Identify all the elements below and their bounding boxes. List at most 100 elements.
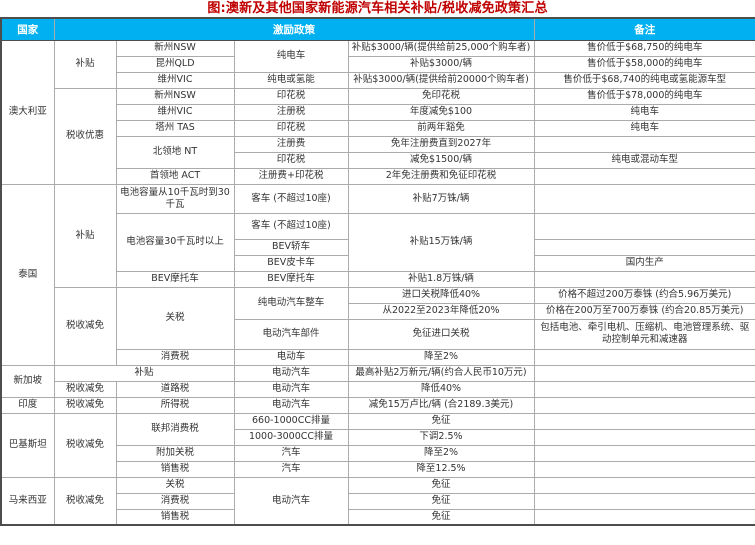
table-cell: 价格不超过200万泰铢 (约合5.96万美元) xyxy=(533,286,755,304)
table-cell: 客车 (不超过10座) xyxy=(233,212,349,240)
table-cell: 纯电或混动车型 xyxy=(533,151,755,169)
table-cell: 税收减免 xyxy=(53,396,117,414)
table-cell: 关税 xyxy=(115,476,235,494)
country-cell: 澳大利亚 xyxy=(0,39,55,185)
table-cell: 附加关税 xyxy=(115,444,235,462)
table-cell: 新州NSW xyxy=(115,87,235,105)
table-cell: 注册费+印花税 xyxy=(233,167,349,185)
table-cell: 免征 xyxy=(347,476,535,494)
table-cell: 减免$1500/辆 xyxy=(347,151,535,169)
table-cell: 国内生产 xyxy=(533,254,755,272)
table-row: 电池容量30千瓦时以上 客车 (不超过10座) 补贴15万铢/辆 xyxy=(1,212,755,272)
table-cell xyxy=(533,183,755,214)
table-row: 税收减免 关税 纯电动汽车整车 进口关税降低40% 价格不超过200万泰铢 (约合5.9… xyxy=(1,286,755,366)
table-cell xyxy=(533,492,755,510)
table-cell: BEV摩托车 xyxy=(115,270,235,288)
table-row: 销售税 免征 xyxy=(1,508,755,526)
table-cell: 销售税 xyxy=(115,460,235,478)
table-cell xyxy=(533,167,755,185)
table-cell: 年度减免$100 xyxy=(347,103,535,121)
table-cell: 补贴$3000/辆(提供给前20000个购车者) xyxy=(347,71,535,89)
table-cell: 纯电车 xyxy=(233,39,349,73)
table-cell: 塔州 TAS xyxy=(115,119,235,137)
table-cell: 前两年豁免 xyxy=(347,119,535,137)
table-cell: 补贴7万铢/辆 xyxy=(347,183,535,214)
country-cell: 马来西亚 xyxy=(0,476,55,526)
table-cell: 降至12.5% xyxy=(347,460,535,478)
table-cell: 税收减免 xyxy=(53,476,117,526)
table-row: 消费税 电动车 降至2% xyxy=(1,348,755,366)
table-cell: 电动汽车 xyxy=(233,476,349,526)
table-cell xyxy=(533,238,755,256)
country-cell: 新加坡 xyxy=(0,364,55,398)
table-cell: 电池容量30千瓦时以上 xyxy=(115,212,235,272)
table-row: 泰国 补贴 电池容量从10千瓦时到30千瓦 客车 (不超过10座) 补贴7万铢/辆 xyxy=(0,183,755,366)
table-cell: 进口关税降低40% xyxy=(347,286,535,304)
country-cell: 印度 xyxy=(0,396,55,414)
table-cell: 税收减免 xyxy=(53,412,117,478)
country-cell: 巴基斯坦 xyxy=(0,412,55,478)
table-cell: 补贴 xyxy=(53,39,117,89)
table-cell: 首领地 ACT xyxy=(115,167,235,185)
table-cell: 下调2.5% xyxy=(347,428,535,446)
table-row: 新加坡 补贴 电动汽车 最高补贴2万新元/辆(约合人民币10万元) xyxy=(0,364,755,398)
table-cell xyxy=(533,428,755,446)
table-cell: 纯电或氢能 xyxy=(233,71,349,89)
table-cell: 电动汽车 xyxy=(233,380,349,398)
table-cell: 最高补贴2万新元/辆(约合人民币10万元) xyxy=(347,364,535,382)
table-row: 首领地 ACT 注册费+印花税 2年免注册费和免征印花税 xyxy=(1,167,755,185)
table-cell: 免征 xyxy=(347,412,535,430)
table-cell: 所得税 xyxy=(115,396,235,414)
table-cell: 印花税 xyxy=(233,151,349,169)
table-cell xyxy=(533,412,755,430)
table-cell: 售价低于$78,000的纯电车 xyxy=(533,87,755,105)
table-cell: 免征 xyxy=(347,508,535,526)
table-cell: 销售税 xyxy=(115,508,235,526)
table-cell: 售价低于$68,750的纯电车 xyxy=(533,39,755,57)
table-row: BEV轿车 xyxy=(1,238,755,256)
table-cell: 补贴$3000/辆(提供给前25,000个购车者) xyxy=(347,39,535,57)
table-cell: 售价低于$58,000的纯电车 xyxy=(533,55,755,73)
table-cell: 维州VIC xyxy=(115,71,235,89)
table-row: 税收优惠 新州NSW 印花税 免印花税 售价低于$78,000的纯电车 xyxy=(1,87,755,185)
table-cell: 关税 xyxy=(115,286,235,350)
table-cell xyxy=(533,444,755,462)
table-cell: 降至2% xyxy=(347,348,535,366)
table-row: 印花税 减免$1500/辆 纯电或混动车型 xyxy=(1,151,755,169)
table-row: 塔州 TAS 印花税 前两年豁免 纯电车 xyxy=(1,119,755,137)
table-cell: BEV轿车 xyxy=(233,238,349,256)
table-cell: 补贴 xyxy=(53,364,235,382)
header-policy-cell: 激励政策 xyxy=(53,17,535,41)
table-cell: 税收减免 xyxy=(53,380,117,398)
table-cell: 纯电车 xyxy=(533,119,755,137)
table-cell: 纯电动汽车整车 xyxy=(233,286,349,320)
table-cell: 消费税 xyxy=(115,348,235,366)
table-row: 电动汽车部件 免征进口关税 包括电池、牵引电机、压缩机、电池管理系统、驱动控制单元和… xyxy=(1,318,755,350)
table-cell xyxy=(533,348,755,366)
table-cell: 包括电池、牵引电机、压缩机、电池管理系统、驱动控制单元和减速器 xyxy=(533,318,755,350)
table-row: 马来西亚 税收减免 关税 电动汽车 免征 xyxy=(0,476,755,526)
table-row: 昆州QLD 补贴$3000/辆 售价低于$58,000的纯电车 xyxy=(1,55,755,73)
table-cell: 汽车 xyxy=(233,460,349,478)
policy-table: 国家 激励政策 备注 澳大利亚 补贴 新州NSW 纯电车 补贴$3000/辆(提供给前2… xyxy=(0,17,755,526)
table-cell: 电动汽车部件 xyxy=(233,318,349,350)
table-cell: 注册税 xyxy=(233,103,349,121)
table-cell: 补贴1.8万铢/辆 xyxy=(347,270,535,288)
table-cell xyxy=(533,364,755,382)
table-cell xyxy=(533,380,755,398)
table-cell: 注册费 xyxy=(233,135,349,153)
table-cell: 1000-3000CC排量 xyxy=(233,428,349,446)
table-cell: 客车 (不超过10座) xyxy=(233,183,349,214)
table-body: 澳大利亚 补贴 新州NSW 纯电车 补贴$3000/辆(提供给前25,000个购车者) 售… xyxy=(0,39,755,526)
table-cell: 联邦消费税 xyxy=(115,412,235,446)
table-cell: 免年注册费直到2027年 xyxy=(347,135,535,153)
table-cell: BEV摩托车 xyxy=(233,270,349,288)
table-cell: 道路税 xyxy=(115,380,235,398)
table-cell: 免征 xyxy=(347,492,535,510)
header-row: 国家 激励政策 备注 xyxy=(0,17,755,41)
table-cell: 北领地 NT xyxy=(115,135,235,169)
page-title: 图:澳新及其他国家新能源汽车相关补贴/税收减免政策汇总 xyxy=(207,1,548,16)
table-cell: 电动汽车 xyxy=(233,364,349,382)
header-country-cell: 国家 xyxy=(0,17,55,41)
table-cell: 减免15万卢比/辆 (合2189.3美元) xyxy=(347,396,535,414)
